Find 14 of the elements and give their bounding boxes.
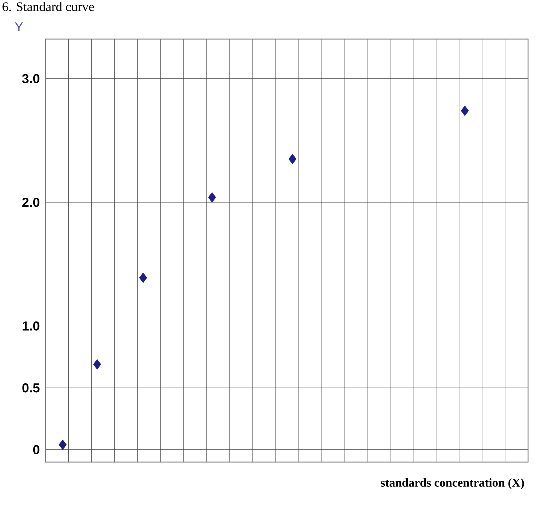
- y-tick-label: 3.0: [22, 74, 40, 84]
- y-tick-label: 2.0: [22, 198, 40, 208]
- y-tick-label: 0: [33, 445, 40, 455]
- point: [461, 106, 470, 116]
- chart-title: 6. Standard curve: [2, 2, 94, 12]
- x-axis-title: standards concentration (X): [381, 478, 524, 490]
- point: [288, 154, 297, 164]
- y-tick-label: 1.0: [22, 322, 40, 331]
- point: [139, 272, 148, 284]
- y-axis-title: Y: [15, 22, 24, 32]
- y-tick-label: 0.5: [22, 383, 40, 393]
- point: [93, 359, 102, 370]
- point: [208, 192, 216, 203]
- point: [58, 440, 67, 450]
